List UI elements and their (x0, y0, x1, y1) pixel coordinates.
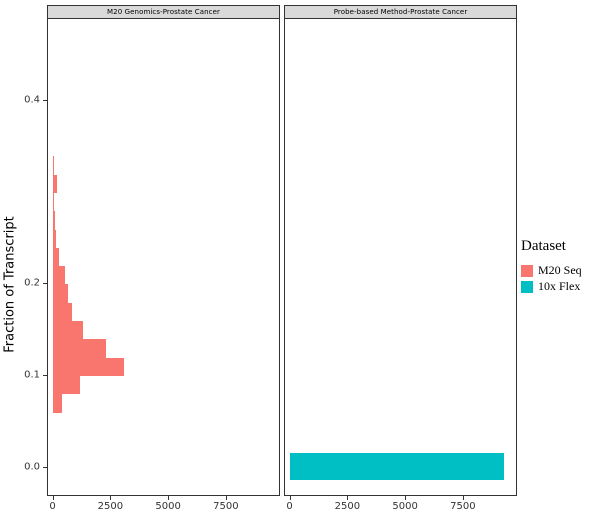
histogram-bar (52, 174, 58, 193)
y-tick-mark (43, 466, 47, 468)
histogram-bar (52, 376, 81, 395)
legend-item: 10x Flex (521, 279, 599, 294)
y-tick-mark (43, 283, 47, 285)
y-axis: 0.0 0.1 0.2 0.4 (0, 0, 47, 531)
y-tick-label: 0.4 (24, 94, 40, 106)
x-tick-label: 2500 (97, 501, 124, 512)
x-tick-mark (405, 496, 407, 500)
histogram-bar (52, 247, 60, 267)
x-tick-label: 7500 (450, 501, 476, 512)
y-tick-mark (43, 100, 47, 102)
x-tick-mark (347, 496, 349, 500)
facet-strip-right: Probe-based Method-Prostate Cancer (284, 5, 517, 19)
legend-title: Dataset (521, 238, 566, 254)
x-tick-label: 7500 (213, 501, 239, 512)
y-tick-label: 0.1 (24, 369, 40, 381)
histogram-bar (52, 156, 54, 175)
x-tick-mark (52, 496, 54, 500)
legend: Dataset M20 Seq 10x Flex (521, 238, 599, 295)
legend-label: M20 Seq (538, 263, 582, 277)
legend-swatch (521, 264, 533, 277)
legend-items: M20 Seq 10x Flex (521, 263, 599, 294)
facet-strip-left: M20 Genomics-Prostate Cancer (47, 5, 280, 19)
histogram-bar (52, 339, 106, 358)
y-tick-label: 0.0 (24, 461, 40, 473)
histogram-bar (52, 266, 66, 285)
x-tick-label: 0 (286, 501, 293, 512)
plot-panel-left (47, 18, 280, 496)
histogram-bar (52, 321, 83, 340)
facet-panel-left: M20 Genomics-Prostate Cancer 0 2500 5000 75… (47, 5, 280, 525)
x-tick-mark (462, 496, 464, 500)
histogram-bar (52, 357, 125, 376)
legend-item: M20 Seq (521, 263, 599, 278)
x-tick-label: 5000 (155, 501, 181, 512)
x-tick-mark (110, 496, 112, 500)
histogram-bar (52, 229, 57, 248)
histogram-bar (52, 211, 55, 230)
x-axis-left: 0 2500 5000 7500 (47, 496, 280, 518)
x-tick-mark (168, 496, 170, 500)
histogram-bar (52, 394, 62, 413)
x-tick-label: 0 (49, 501, 56, 512)
histogram-bar (289, 452, 505, 481)
facet-panel-right: Probe-based Method-Prostate Cancer 0 2500… (284, 5, 517, 525)
legend-label: 10x Flex (538, 279, 581, 293)
x-tick-mark (225, 496, 227, 500)
legend-swatch (521, 280, 533, 293)
y-tick-label: 0.2 (24, 277, 40, 289)
plot-panel-right (284, 18, 517, 496)
x-tick-mark (289, 496, 291, 500)
histogram-bar (52, 302, 73, 322)
x-axis-right: 0 2500 5000 7500 (284, 496, 517, 518)
x-tick-label: 2500 (334, 501, 361, 512)
facet-strip-right-label: Probe-based Method-Prostate Cancer (333, 8, 468, 16)
histogram-bar (52, 192, 54, 212)
histogram-bar (52, 284, 68, 303)
y-tick-mark (43, 375, 47, 376)
facet-strip-left-label: M20 Genomics-Prostate Cancer (107, 8, 220, 16)
x-tick-label: 5000 (392, 501, 418, 512)
